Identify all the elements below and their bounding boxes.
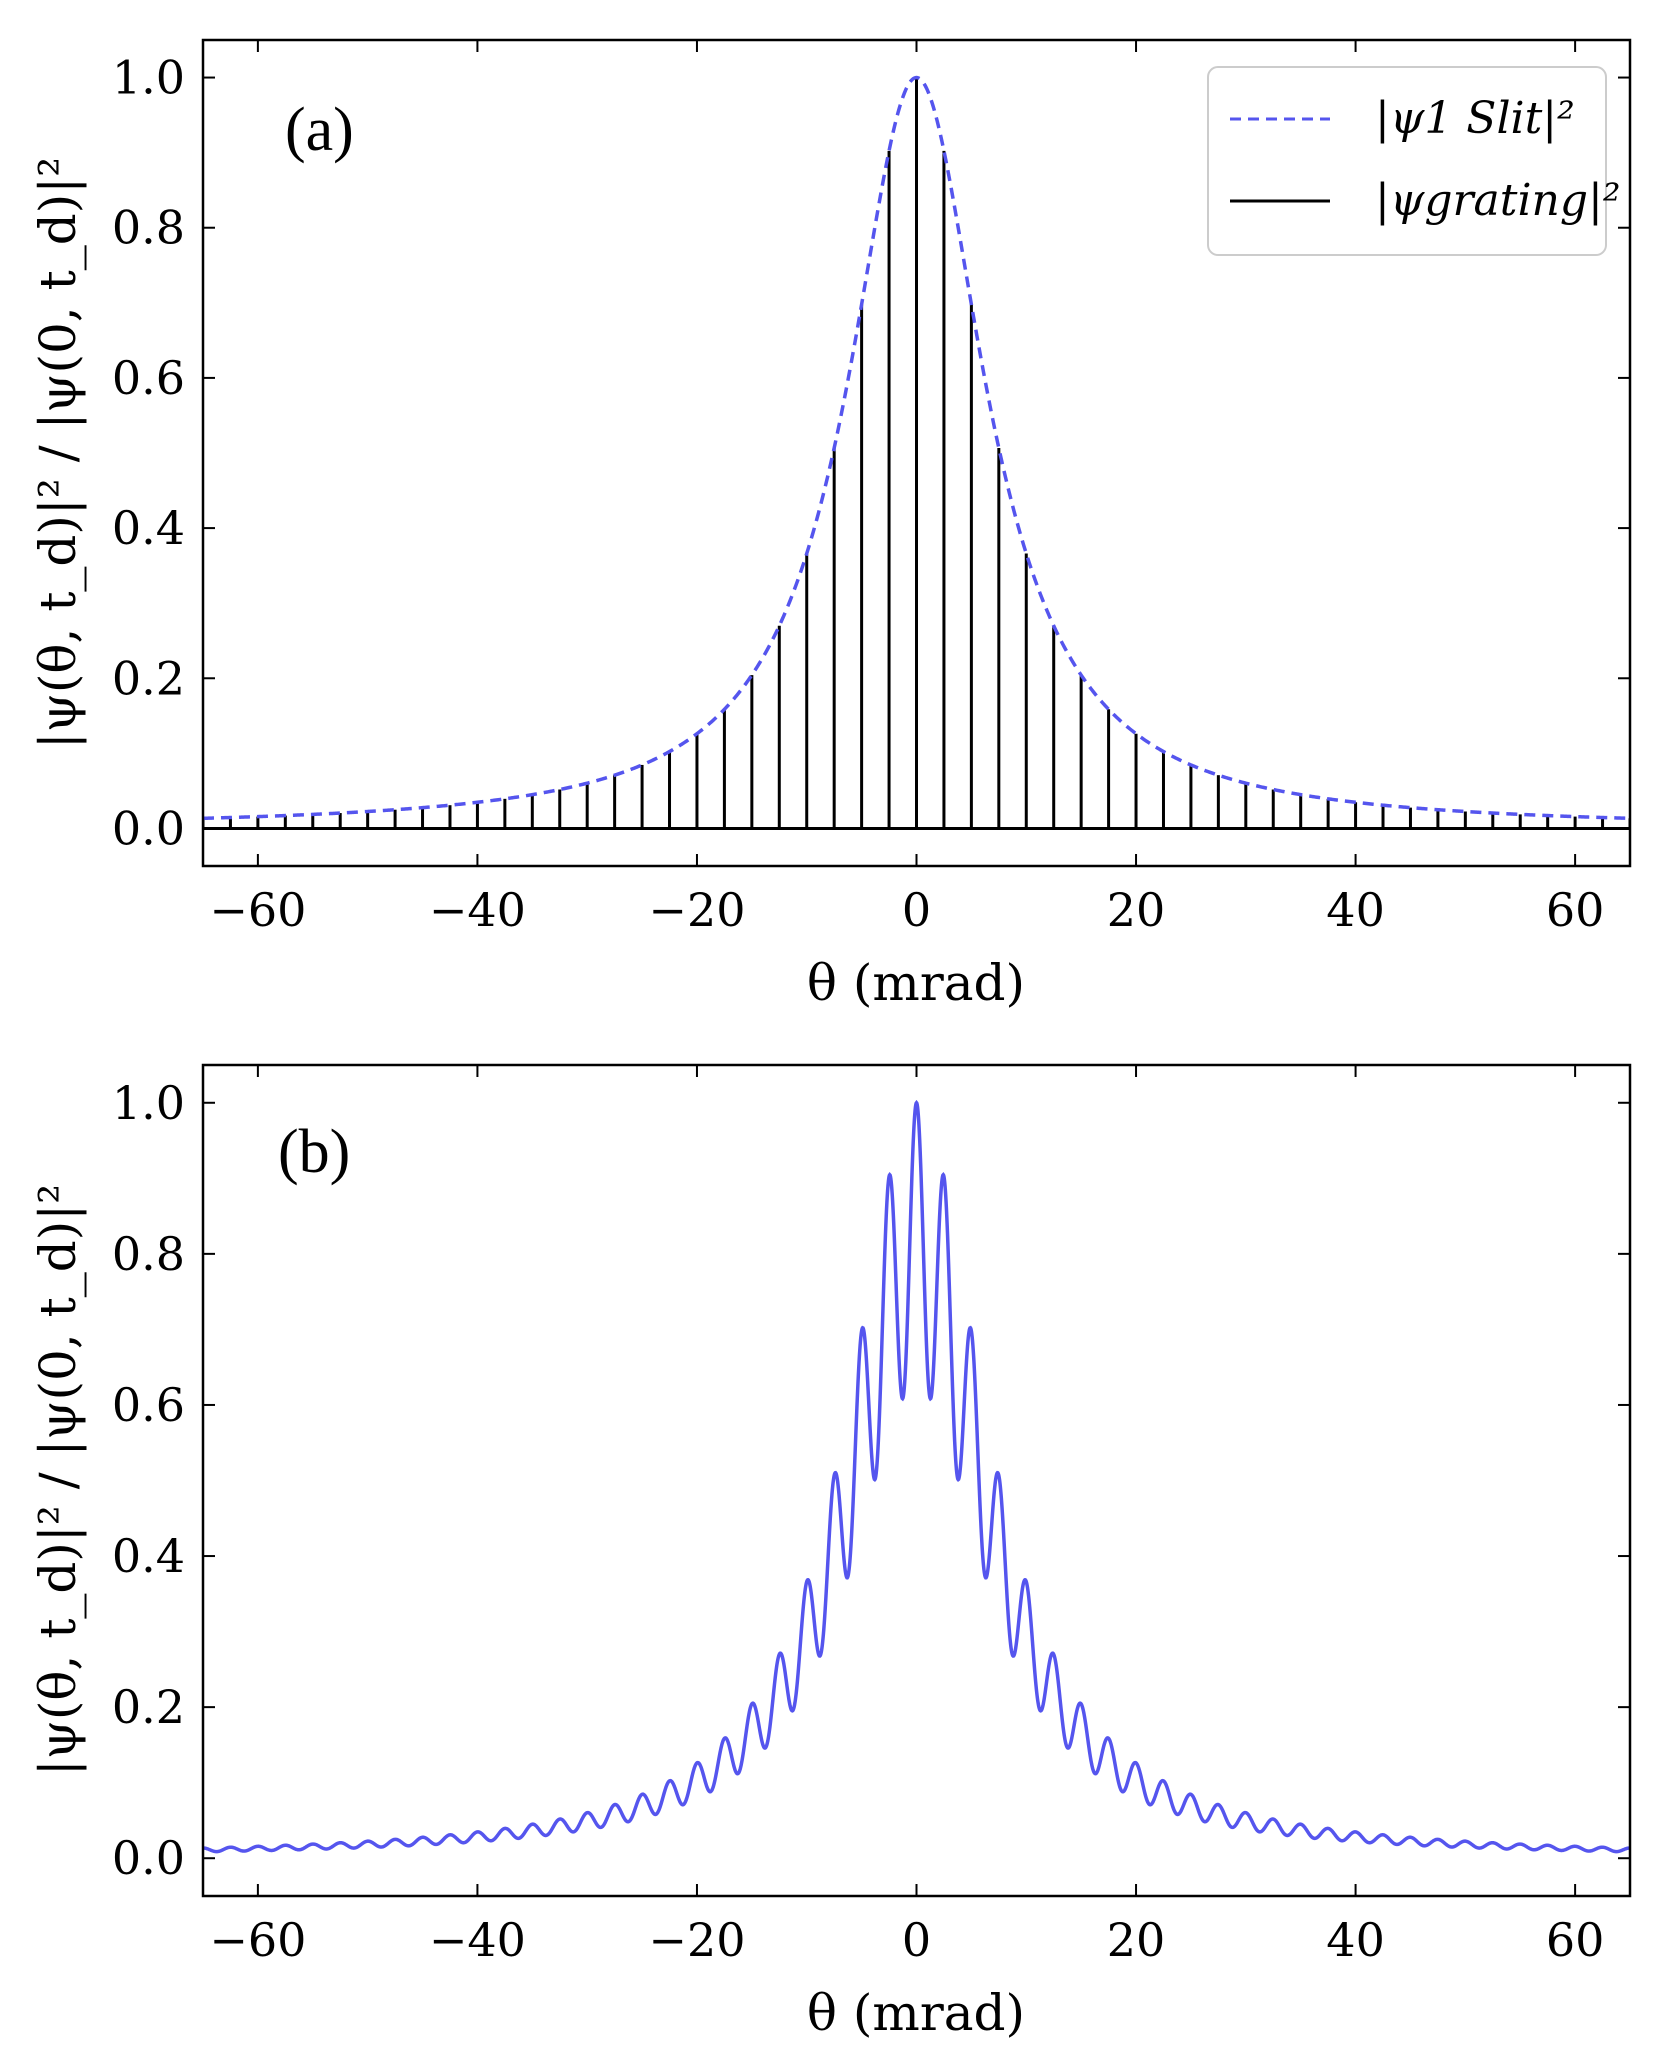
x-tick-label: −40 [429,1913,526,1967]
panel-a-ticks: −60 −40 −20 0 20 40 60 0.0 0.2 0.4 0.6 0.8 1.0 [112,40,1630,937]
x-tick-label: 0 [902,1913,931,1967]
panel-b-label: (b) [278,1118,350,1186]
panel-a-legend: |ψ1 Slit|² |ψgrating|² [1207,66,1620,256]
x-tick-label: −60 [209,883,306,937]
panel-a-x-axis-title: θ (mrad) [807,954,1025,1012]
y-tick-label: 0.6 [112,1378,185,1432]
y-tick-label: 0.0 [112,801,185,855]
x-tick-label: 20 [1107,1913,1166,1967]
legend-entry-grating: |ψgrating|² [1375,175,1620,226]
intensity-series-line [203,1099,1630,1854]
x-tick-label: 40 [1326,1913,1385,1967]
x-tick-label: −40 [429,883,526,937]
x-tick-label: 60 [1546,1913,1605,1967]
x-tick-label: −60 [209,1913,306,1967]
panel-b-plot-area [203,1099,1630,1854]
legend-entry-slit: |ψ1 Slit|² [1375,93,1575,144]
panel-a-label: (a) [285,96,354,164]
x-tick-label: 20 [1107,883,1166,937]
y-tick-label: 1.0 [112,51,185,105]
panel-b-y-axis-title: |ψ(θ, t_d)|² / |ψ(0, t_d)|² [29,1184,87,1776]
y-tick-label: 0.4 [112,1529,185,1583]
y-tick-label: 0.2 [112,651,185,705]
y-tick-label: 0.4 [112,501,185,555]
panel-b-axes-frame [201,1063,1632,1898]
x-tick-label: −20 [648,1913,745,1967]
y-tick-label: 0.8 [112,1227,185,1281]
legend-frame [1207,66,1607,256]
y-tick-label: 0.6 [112,351,185,405]
panel-b-ticks: −60 −40 −20 0 20 40 60 0.0 0.2 0.4 0.6 0.8 1.0 [112,1065,1630,1967]
y-tick-label: 0.2 [112,1680,185,1734]
x-tick-label: 60 [1546,883,1605,937]
panel-a: −60 −40 −20 0 20 40 60 0.0 0.2 0.4 0.6 0.8 1.0 (a) θ… [29,38,1632,1012]
x-tick-label: 0 [902,883,931,937]
x-tick-label: 40 [1326,883,1385,937]
x-tick-label: −20 [648,883,745,937]
panel-b-x-axis-title: θ (mrad) [807,1984,1025,2042]
y-tick-label: 0.0 [112,1831,185,1885]
y-tick-label: 1.0 [112,1076,185,1130]
y-tick-label: 0.8 [112,201,185,255]
panel-a-plot-area [203,75,1630,830]
panel-a-y-axis-title: |ψ(θ, t_d)|² / |ψ(0, t_d)|² [29,157,87,749]
panel-b: −60 −40 −20 0 20 40 60 0.0 0.2 0.4 0.6 0.8 1.0 (b) θ… [29,1063,1632,2042]
single-slit-envelope-line [203,75,1630,821]
